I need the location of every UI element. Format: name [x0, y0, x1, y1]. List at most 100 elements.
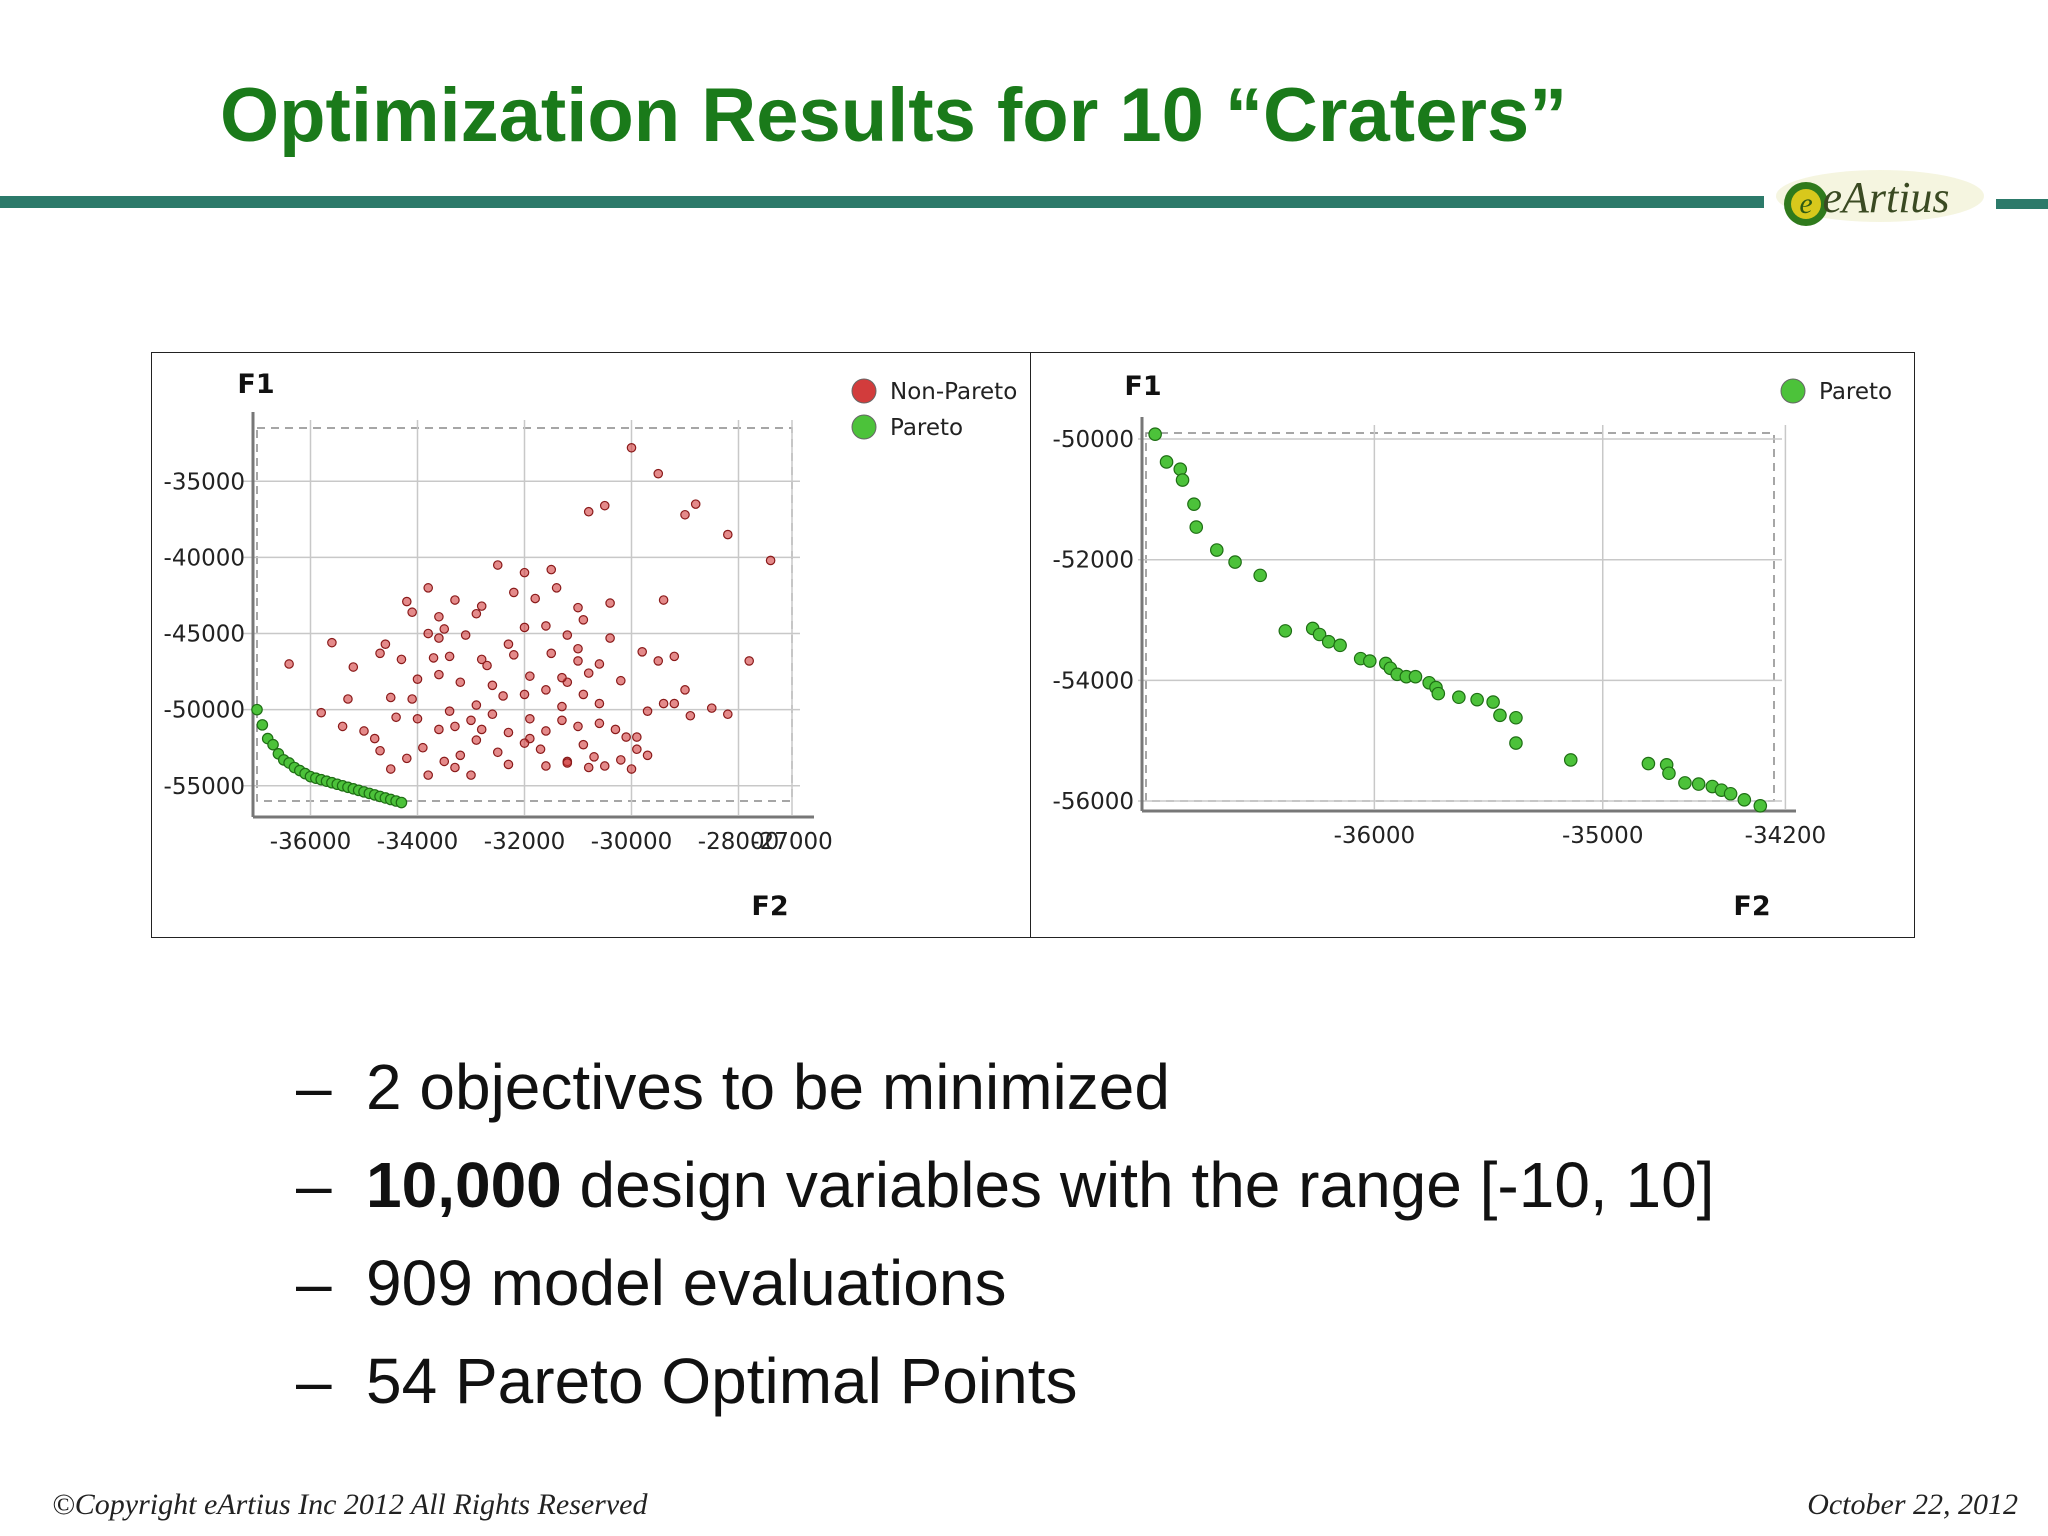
data-point [1362, 654, 1377, 668]
data-point [482, 660, 492, 671]
data-point [690, 499, 701, 509]
data-point [642, 750, 653, 761]
data-point [375, 745, 385, 756]
data-point [407, 694, 417, 704]
data-point [412, 713, 423, 724]
data-point [562, 630, 573, 640]
data-point [589, 752, 599, 762]
data-point [385, 764, 396, 774]
y-tick-label: -50000 [1053, 427, 1134, 453]
chart-pareto-front: -36000 -35000 -34200 -50000 -52000 -54000 -560… [1030, 352, 1915, 938]
data-point [626, 442, 637, 453]
data-point [385, 692, 396, 703]
data-point [1509, 710, 1523, 725]
y-tick-label: -56000 [1053, 789, 1134, 815]
data-point [594, 718, 605, 729]
data-point [1321, 634, 1336, 649]
data-point [395, 796, 408, 809]
data-point [653, 468, 664, 479]
series-non-pareto [284, 442, 776, 780]
data-point [450, 721, 460, 732]
slide-title: Optimization Results for 10 “Craters” [220, 73, 1568, 158]
data-point [1159, 455, 1174, 469]
data-point [621, 732, 631, 742]
legend-label: Pareto [890, 415, 963, 441]
data-point [375, 648, 385, 659]
data-point [573, 721, 583, 732]
data-point [1737, 792, 1752, 807]
x-axis-title: F2 [1733, 891, 1770, 922]
data-point [466, 770, 476, 780]
x-tick-label: -34000 [377, 829, 458, 855]
data-point [434, 669, 444, 680]
legend-marker [851, 378, 877, 404]
data-point [1278, 624, 1293, 638]
data-point [359, 726, 369, 736]
data-point [658, 595, 669, 605]
y-axis-title: F1 [1124, 371, 1161, 402]
data-point [423, 770, 433, 780]
data-point [653, 656, 664, 666]
data-point [498, 691, 508, 701]
data-point [551, 583, 562, 593]
eartius-logo: e eArtius [1768, 160, 1988, 236]
data-point [1228, 555, 1242, 569]
data-point [519, 567, 530, 578]
data-point [722, 529, 733, 540]
data-point [541, 726, 551, 736]
data-point [412, 674, 423, 685]
data-point [573, 656, 583, 666]
data-point [1452, 690, 1466, 705]
data-point [455, 750, 466, 761]
data-point [492, 747, 503, 758]
data-point [348, 662, 359, 672]
data-point [680, 685, 690, 695]
x-tick-label: -35000 [1562, 823, 1643, 849]
data-point [642, 706, 653, 716]
data-point [1312, 627, 1327, 642]
data-point [1175, 473, 1190, 487]
data-point [1723, 786, 1738, 801]
legend-marker [1780, 378, 1806, 404]
data-point [546, 648, 557, 659]
data-point [471, 608, 482, 619]
data-point [583, 762, 594, 773]
data-point [1563, 753, 1578, 767]
data-point [1187, 497, 1201, 511]
data-point [744, 656, 754, 666]
x-tick-label: -34200 [1745, 823, 1826, 849]
y-tick-label: -54000 [1053, 668, 1134, 694]
data-point [541, 761, 551, 771]
copyright-footer: ©Copyright eArtius Inc 2012 All Rights R… [52, 1488, 648, 1521]
data-point [327, 637, 337, 648]
bullet-list: –2 objectives to be minimized –10,000 de… [296, 1038, 1714, 1430]
data-point [380, 639, 391, 649]
data-point [492, 560, 503, 570]
data-point [284, 659, 294, 669]
data-point [594, 698, 605, 709]
data-point [1253, 568, 1267, 583]
data-point [1641, 756, 1656, 771]
svg-text:e: e [1799, 187, 1812, 220]
x-tick-label: -28000 [698, 829, 779, 855]
y-tick-label: -45000 [164, 622, 245, 648]
data-point [573, 602, 583, 613]
data-point [508, 587, 519, 598]
data-point [1691, 777, 1706, 791]
data-point [599, 500, 610, 511]
legend-label: Non-Pareto [890, 379, 1017, 405]
data-point [765, 555, 776, 566]
data-point [1209, 543, 1224, 557]
data-point [541, 685, 551, 695]
data-point [541, 621, 551, 631]
data-point [460, 630, 471, 640]
data-point [519, 689, 530, 700]
data-point [1189, 520, 1204, 534]
date-footer: October 22, 2012 [1807, 1488, 2018, 1521]
data-point [1753, 799, 1768, 813]
y-tick-label: -50000 [164, 698, 245, 724]
data-point [450, 595, 460, 605]
x-tick-label: -36000 [270, 829, 351, 855]
data-point [503, 727, 514, 738]
data-point [557, 672, 567, 683]
